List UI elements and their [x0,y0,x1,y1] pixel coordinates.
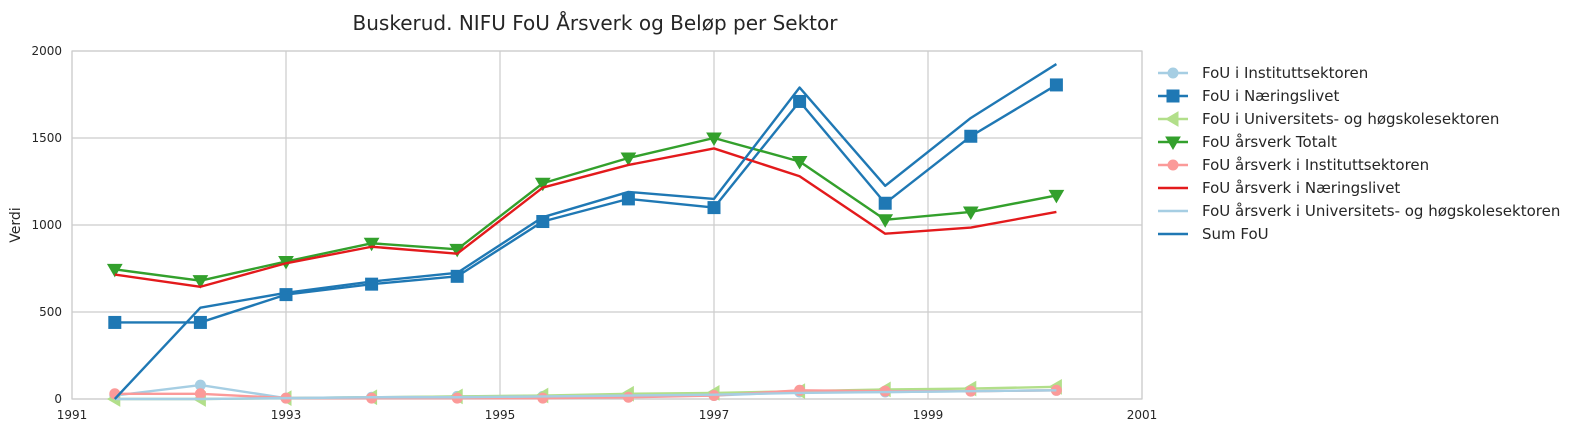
data-point [537,392,549,404]
legend-entry-1: FoU i Næringslivet [1158,87,1340,105]
y-axis-label: Verdi [8,207,24,242]
data-point [706,132,722,146]
data-point [193,315,207,329]
legend-label: FoU i Universitets- og høgskolesektoren [1202,110,1499,128]
data-point [622,391,634,403]
series-7 [113,63,1058,400]
legend-entry-3: FoU årsverk Totalt [1158,133,1337,151]
y-tick-label: 1500 [31,131,62,145]
legend-marker [1165,111,1179,127]
y-axis-ticks: 0 500 1000 1500 2000 [31,44,62,406]
data-point [878,196,892,210]
x-tick-label: 1995 [485,408,516,422]
x-tick-label: 1993 [271,408,302,422]
data-point [962,206,979,220]
y-tick-label: 2000 [31,44,62,58]
legend-label: FoU årsverk i Instituttsektoren [1202,156,1429,174]
data-point [192,275,209,289]
y-tick-label: 500 [39,305,62,319]
data-point [620,152,637,167]
series-line [114,147,1057,288]
series-layer [106,63,1065,407]
series-line [114,389,1057,401]
legend-label: Sum FoU [1202,225,1269,243]
legend-entry-5: FoU årsverk i Næringslivet [1158,179,1400,197]
legend-label: FoU i Instituttsektoren [1202,64,1368,82]
data-point [793,94,807,108]
legend-marker [1165,136,1181,150]
legend: FoU i Instituttsektoren FoU i Næringslive… [1158,64,1560,243]
legend-label: FoU årsverk Totalt [1202,133,1337,151]
data-point [621,192,635,206]
y-tick-label: 1000 [31,218,62,232]
legend-entry-0: FoU i Instituttsektoren [1158,64,1368,82]
data-point [106,263,123,278]
x-tick-label: 1997 [699,408,730,422]
x-tick-label: 1991 [57,408,88,422]
legend-entry-4: FoU årsverk i Instituttsektoren [1158,156,1429,174]
legend-marker [1166,89,1180,103]
legend-marker [1167,159,1179,171]
series-line [113,63,1058,400]
series-3 [106,132,1065,289]
x-tick-label: 1999 [913,408,944,422]
series-line [114,83,1058,324]
x-axis-ticks: 1991 1993 1995 1997 1999 2001 [57,408,1158,422]
legend-label: FoU i Næringslivet [1202,87,1340,105]
data-point [534,177,551,192]
legend-label: FoU årsverk i Universitets- og høgskoles… [1202,202,1560,220]
y-tick-label: 0 [54,392,62,406]
legend-entry-7: Sum FoU [1158,225,1269,243]
data-point [194,388,206,400]
data-point [791,155,808,170]
series-line [114,136,1057,282]
data-point [877,214,894,228]
chart-title: Buskerud. NIFU FoU Årsverk og Beløp per … [353,11,839,35]
legend-marker [1167,67,1179,79]
data-point [1048,189,1065,204]
series-5 [114,147,1057,288]
data-point [707,201,721,215]
data-point [1049,78,1063,92]
data-point [108,315,122,329]
data-point [964,129,978,143]
data-point [363,237,380,252]
legend-label: FoU årsverk i Næringslivet [1202,179,1400,197]
legend-entry-6: FoU årsverk i Universitets- og høgskoles… [1158,202,1560,220]
legend-entry-2: FoU i Universitets- og høgskolesektoren [1158,110,1499,128]
x-tick-label: 2001 [1127,408,1158,422]
series-6 [114,389,1057,401]
plot-area-frame [71,50,1143,400]
